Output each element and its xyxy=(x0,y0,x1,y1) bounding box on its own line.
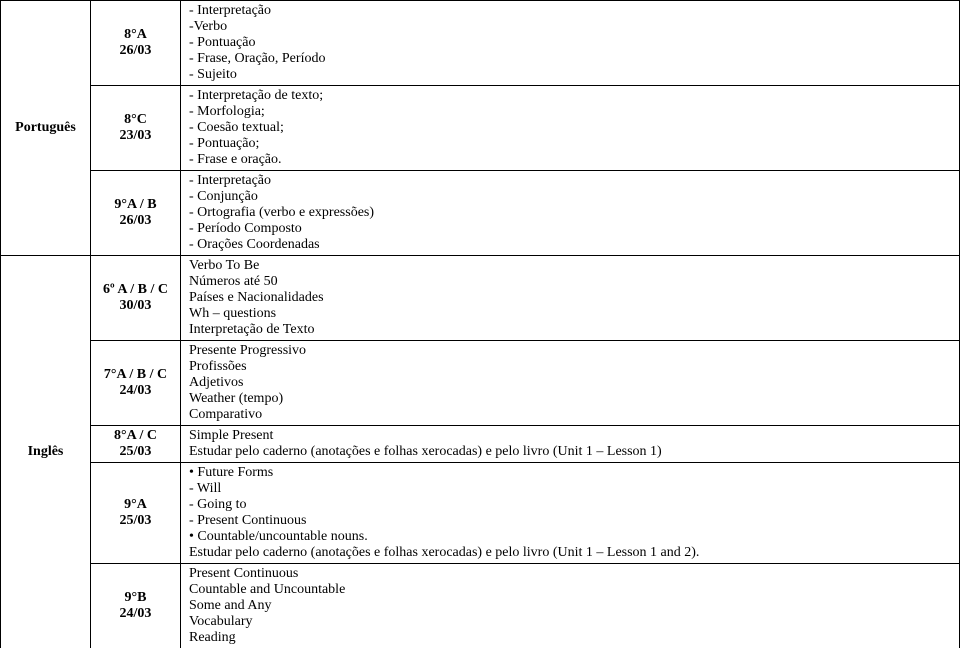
class-date: 25/03 xyxy=(97,444,174,460)
content-line: Estudar pelo caderno (anotações e folhas… xyxy=(189,545,953,561)
content-line: Verbo To Be xyxy=(189,258,953,274)
content-line: -Verbo xyxy=(189,19,953,35)
content-line: Reading xyxy=(189,630,953,646)
content-line: - Conjunção xyxy=(189,189,953,205)
content-line: - Morfologia; xyxy=(189,104,953,120)
class-date: 24/03 xyxy=(97,383,174,399)
content-line: Comparativo xyxy=(189,407,953,423)
content-cell: - Interpretação de texto;- Morfologia;- … xyxy=(181,86,960,171)
schedule-table: Português8°A26/03- Interpretação-Verbo- … xyxy=(0,0,960,648)
content-line: - Frase e oração. xyxy=(189,152,953,168)
content-line: Vocabulary xyxy=(189,614,953,630)
content-line: - Sujeito xyxy=(189,67,953,83)
class-label: 8°A / C xyxy=(97,428,174,444)
subject-cell: Inglês xyxy=(1,256,91,649)
content-line: - Pontuação xyxy=(189,35,953,51)
content-line: - Will xyxy=(189,481,953,497)
class-label: 9°B xyxy=(97,590,174,606)
content-line: Wh – questions xyxy=(189,306,953,322)
content-line: Weather (tempo) xyxy=(189,391,953,407)
content-line: Países e Nacionalidades xyxy=(189,290,953,306)
content-line: • Future Forms xyxy=(189,465,953,481)
content-cell: - Interpretação-Verbo- Pontuação- Frase,… xyxy=(181,1,960,86)
class-label: 7°A / B / C xyxy=(97,367,174,383)
class-date: 24/03 xyxy=(97,606,174,622)
class-cell: 8°A26/03 xyxy=(91,1,181,86)
content-line: Simple Present xyxy=(189,428,953,444)
content-line: - Frase, Oração, Período xyxy=(189,51,953,67)
content-line: - Pontuação; xyxy=(189,136,953,152)
class-label: 6º A / B / C xyxy=(97,282,174,298)
content-cell: Present ContinuousCountable and Uncounta… xyxy=(181,564,960,649)
class-cell: 7°A / B / C24/03 xyxy=(91,341,181,426)
content-line: Countable and Uncountable xyxy=(189,582,953,598)
content-line: Present Continuous xyxy=(189,566,953,582)
class-date: 23/03 xyxy=(97,128,174,144)
content-cell: Verbo To BeNúmeros até 50Países e Nacion… xyxy=(181,256,960,341)
content-cell: - Interpretação- Conjunção- Ortografia (… xyxy=(181,171,960,256)
content-line: Interpretação de Texto xyxy=(189,322,953,338)
content-line: - Present Continuous xyxy=(189,513,953,529)
content-cell: Presente ProgressivoProfissõesAdjetivosW… xyxy=(181,341,960,426)
content-cell: Simple PresentEstudar pelo caderno (anot… xyxy=(181,426,960,463)
content-line: - Coesão textual; xyxy=(189,120,953,136)
content-line: • Countable/uncountable nouns. xyxy=(189,529,953,545)
content-line: Adjetivos xyxy=(189,375,953,391)
class-cell: 8°C23/03 xyxy=(91,86,181,171)
content-cell: • Future Forms- Will- Going to- Present … xyxy=(181,463,960,564)
content-line: - Interpretação xyxy=(189,3,953,19)
content-line: Números até 50 xyxy=(189,274,953,290)
class-label: 9°A xyxy=(97,497,174,513)
subject-cell: Português xyxy=(1,1,91,256)
class-cell: 9°A25/03 xyxy=(91,463,181,564)
class-cell: 9°B24/03 xyxy=(91,564,181,649)
class-cell: 9°A / B26/03 xyxy=(91,171,181,256)
content-line: - Ortografia (verbo e expressões) xyxy=(189,205,953,221)
class-date: 26/03 xyxy=(97,213,174,229)
content-line: Estudar pelo caderno (anotações e folhas… xyxy=(189,444,953,460)
content-line: - Orações Coordenadas xyxy=(189,237,953,253)
class-cell: 8°A / C25/03 xyxy=(91,426,181,463)
class-label: 9°A / B xyxy=(97,197,174,213)
content-line: - Interpretação xyxy=(189,173,953,189)
content-line: - Going to xyxy=(189,497,953,513)
class-label: 8°C xyxy=(97,112,174,128)
content-line: Profissões xyxy=(189,359,953,375)
class-cell: 6º A / B / C30/03 xyxy=(91,256,181,341)
class-date: 26/03 xyxy=(97,43,174,59)
class-label: 8°A xyxy=(97,27,174,43)
content-line: Some and Any xyxy=(189,598,953,614)
content-line: - Período Composto xyxy=(189,221,953,237)
content-line: - Interpretação de texto; xyxy=(189,88,953,104)
content-line: Presente Progressivo xyxy=(189,343,953,359)
class-date: 25/03 xyxy=(97,513,174,529)
class-date: 30/03 xyxy=(97,298,174,314)
